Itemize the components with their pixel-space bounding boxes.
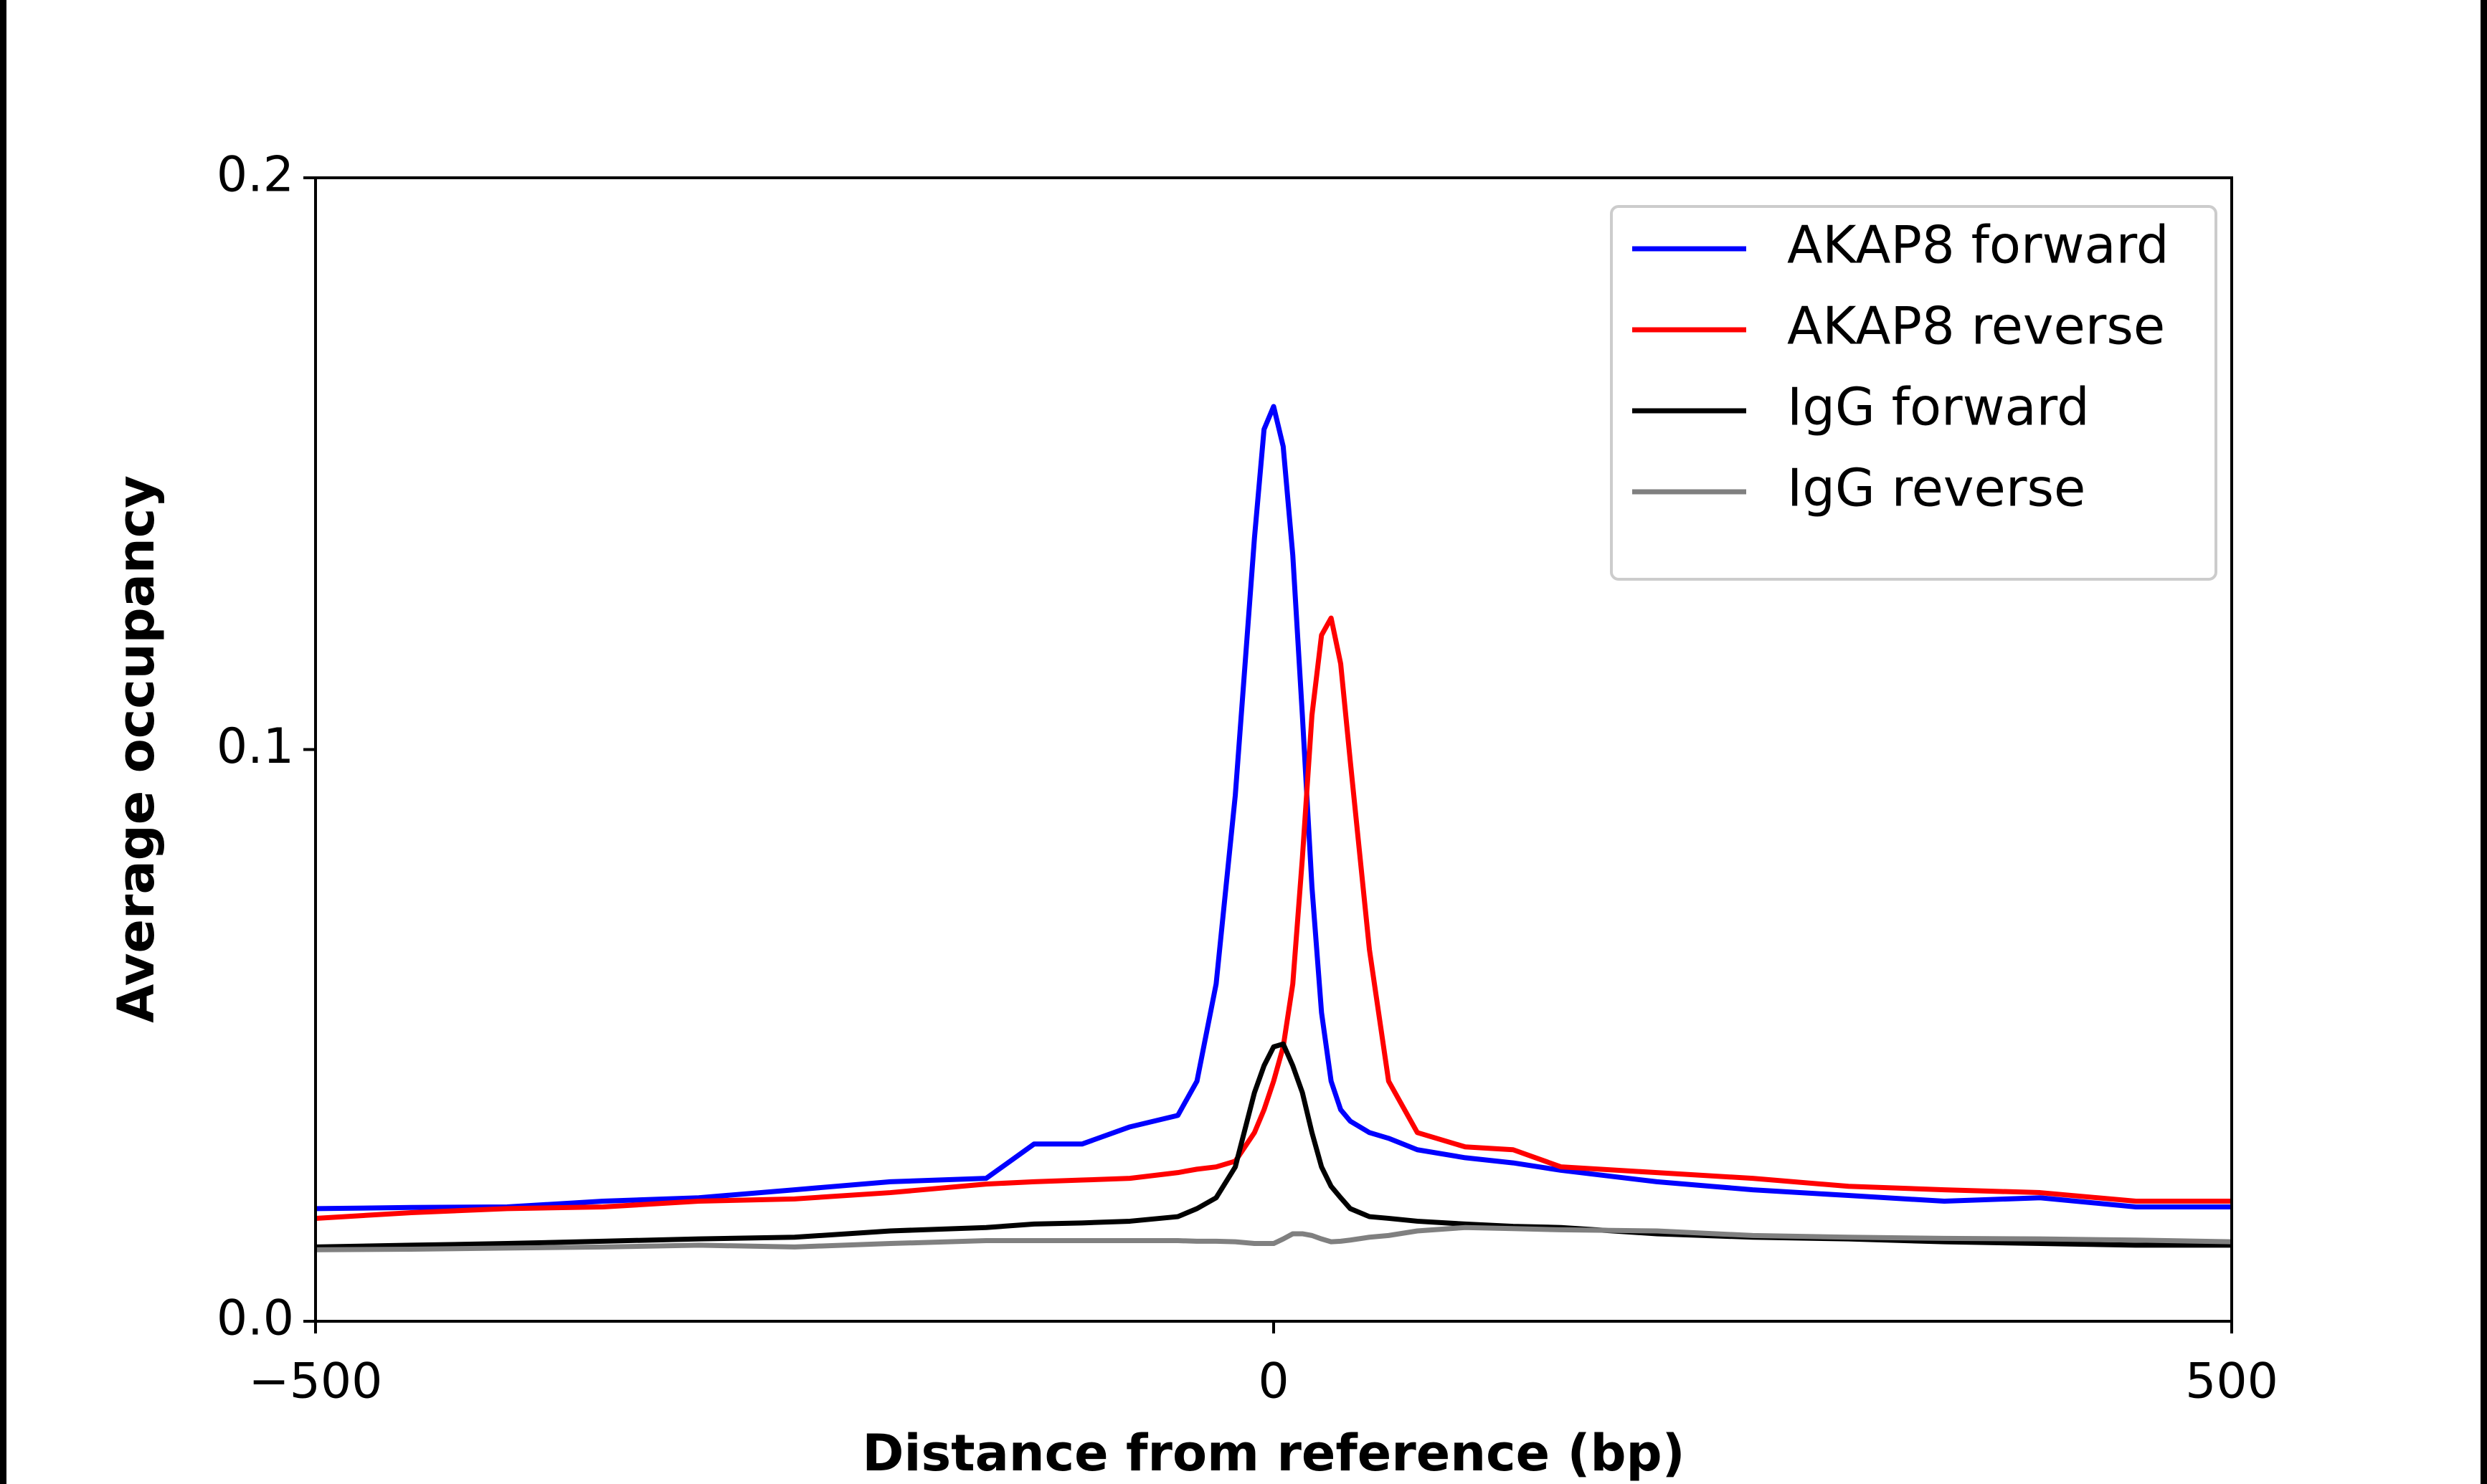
x-tick-label: 500 (2185, 1354, 2278, 1410)
y-tick-label: 0.0 (217, 1290, 294, 1347)
y-axis-label: Average occupancy (107, 475, 166, 1023)
right-edge (2481, 0, 2487, 1484)
data-line (316, 615, 2232, 1221)
legend-label: IgG forward (1787, 377, 2090, 437)
y-tick-label: 0.1 (217, 718, 294, 775)
x-tick-label: 0 (1258, 1354, 1289, 1410)
legend-box (1610, 205, 2217, 581)
y-tick-label: 0.2 (217, 147, 294, 204)
legend-label: AKAP8 reverse (1787, 296, 2165, 356)
plot-frame (314, 176, 2233, 1323)
left-edge (0, 0, 6, 1484)
x-axis-label: Distance from reference (bp) (862, 1424, 1685, 1483)
legend-label: IgG reverse (1787, 458, 2085, 518)
data-line (316, 404, 2232, 1212)
data-line (316, 1224, 2232, 1252)
x-tick-label: −500 (249, 1354, 383, 1410)
legend-label: AKAP8 forward (1787, 215, 2169, 275)
